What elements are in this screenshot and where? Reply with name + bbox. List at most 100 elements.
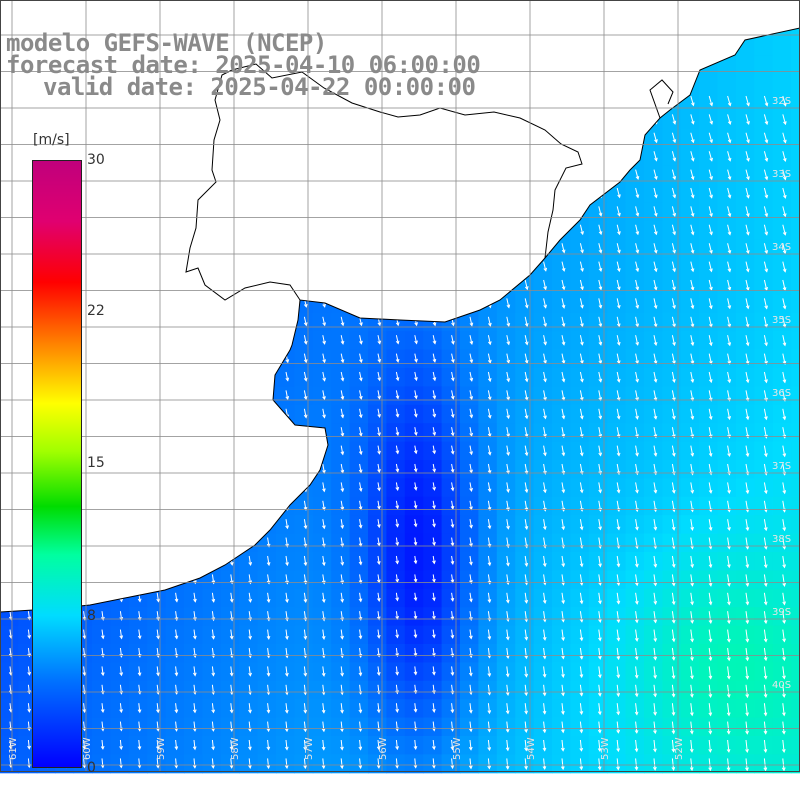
speed-cell (368, 625, 387, 645)
speed-cell (441, 570, 461, 590)
wind-arrow (340, 592, 344, 603)
speed-cell (220, 607, 240, 627)
wind-arrow (635, 445, 639, 457)
wind-arrow (542, 721, 547, 734)
wind-arrow (468, 721, 473, 733)
wind-arrow (266, 703, 271, 714)
speed-cell (570, 368, 590, 387)
wind-arrow (653, 519, 658, 531)
wind-arrow (653, 132, 658, 144)
wind-arrow (561, 611, 565, 623)
speed-cell (699, 552, 719, 571)
wind-arrow (653, 445, 658, 457)
wind-arrow (745, 132, 750, 144)
speed-cell (257, 754, 277, 774)
speed-cell (312, 478, 332, 498)
wind-arrow (727, 592, 731, 606)
wind-arrow (616, 739, 620, 753)
speed-cell (625, 423, 645, 443)
speed-cell (368, 496, 387, 516)
wind-arrow (579, 739, 584, 752)
speed-cell (515, 312, 535, 332)
speed-cell (662, 257, 682, 277)
wind-arrow (634, 703, 639, 716)
speed-cell (625, 699, 645, 719)
speed-cell (680, 184, 700, 203)
speed-cell (791, 478, 800, 498)
wind-arrow (340, 408, 345, 419)
speed-cell (791, 515, 800, 535)
speed-cell (478, 662, 498, 682)
wind-arrow (726, 629, 731, 643)
wind-arrow (671, 721, 676, 735)
wind-arrow (376, 703, 381, 714)
wind-arrow (561, 592, 565, 605)
wind-arrow (635, 224, 640, 236)
speed-cell (625, 331, 645, 351)
wind-arrow (432, 629, 436, 639)
speed-cell (791, 570, 800, 590)
speed-cell (294, 717, 314, 737)
wind-arrow (174, 758, 179, 769)
wind-arrow (708, 592, 713, 606)
speed-cell (699, 128, 719, 148)
speed-cell (202, 736, 222, 755)
wind-arrow (322, 482, 326, 493)
speed-cell (736, 92, 755, 111)
speed-cell (552, 588, 571, 608)
speed-cell (570, 754, 590, 774)
speed-cell (644, 276, 663, 295)
speed-cell (239, 680, 259, 700)
wind-arrow (598, 261, 603, 273)
speed-cell (754, 515, 774, 535)
speed-cell (699, 312, 719, 332)
wind-arrow (542, 629, 547, 641)
speed-cell (331, 368, 351, 387)
wind-arrow (579, 611, 584, 623)
wind-arrow (340, 758, 344, 770)
speed-cell (662, 736, 682, 755)
wind-arrow (763, 243, 769, 255)
speed-cell (257, 699, 277, 719)
wind-arrow (598, 224, 603, 236)
wind-arrow (100, 629, 105, 640)
wind-arrow (782, 408, 787, 421)
wind-arrow (561, 519, 566, 531)
speed-cell (165, 662, 185, 682)
wind-arrow (579, 555, 584, 568)
speed-cell (699, 184, 719, 203)
speed-cell (754, 128, 774, 148)
speed-cell (128, 625, 148, 645)
wind-arrow (487, 555, 492, 567)
speed-cell (202, 588, 222, 608)
wind-arrow (763, 703, 768, 717)
wind-arrow (726, 758, 731, 772)
speed-cell (496, 644, 516, 663)
speed-cell (644, 147, 663, 167)
speed-cell (515, 717, 535, 737)
speed-cell (478, 533, 498, 553)
speed-cell (478, 736, 498, 755)
speed-cell (717, 570, 737, 590)
wind-arrow (506, 298, 511, 309)
wind-arrow (653, 703, 657, 716)
speed-cell (699, 239, 719, 259)
speed-cell (496, 368, 516, 387)
wind-arrow (616, 721, 621, 734)
wind-arrow (469, 482, 473, 493)
speed-cell (644, 478, 663, 498)
speed-cell (772, 257, 792, 277)
wind-arrow (671, 519, 676, 531)
speed-cell (699, 386, 719, 406)
speed-cell (239, 754, 259, 774)
speed-cell (717, 680, 737, 700)
speed-cell (496, 423, 516, 443)
speed-cell (791, 607, 800, 627)
wind-arrow (690, 445, 695, 457)
speed-cell (772, 184, 792, 203)
wind-arrow (376, 629, 381, 639)
speed-cell (736, 220, 755, 240)
speed-cell (625, 478, 645, 498)
speed-cell (662, 699, 682, 719)
speed-cell (754, 533, 774, 553)
